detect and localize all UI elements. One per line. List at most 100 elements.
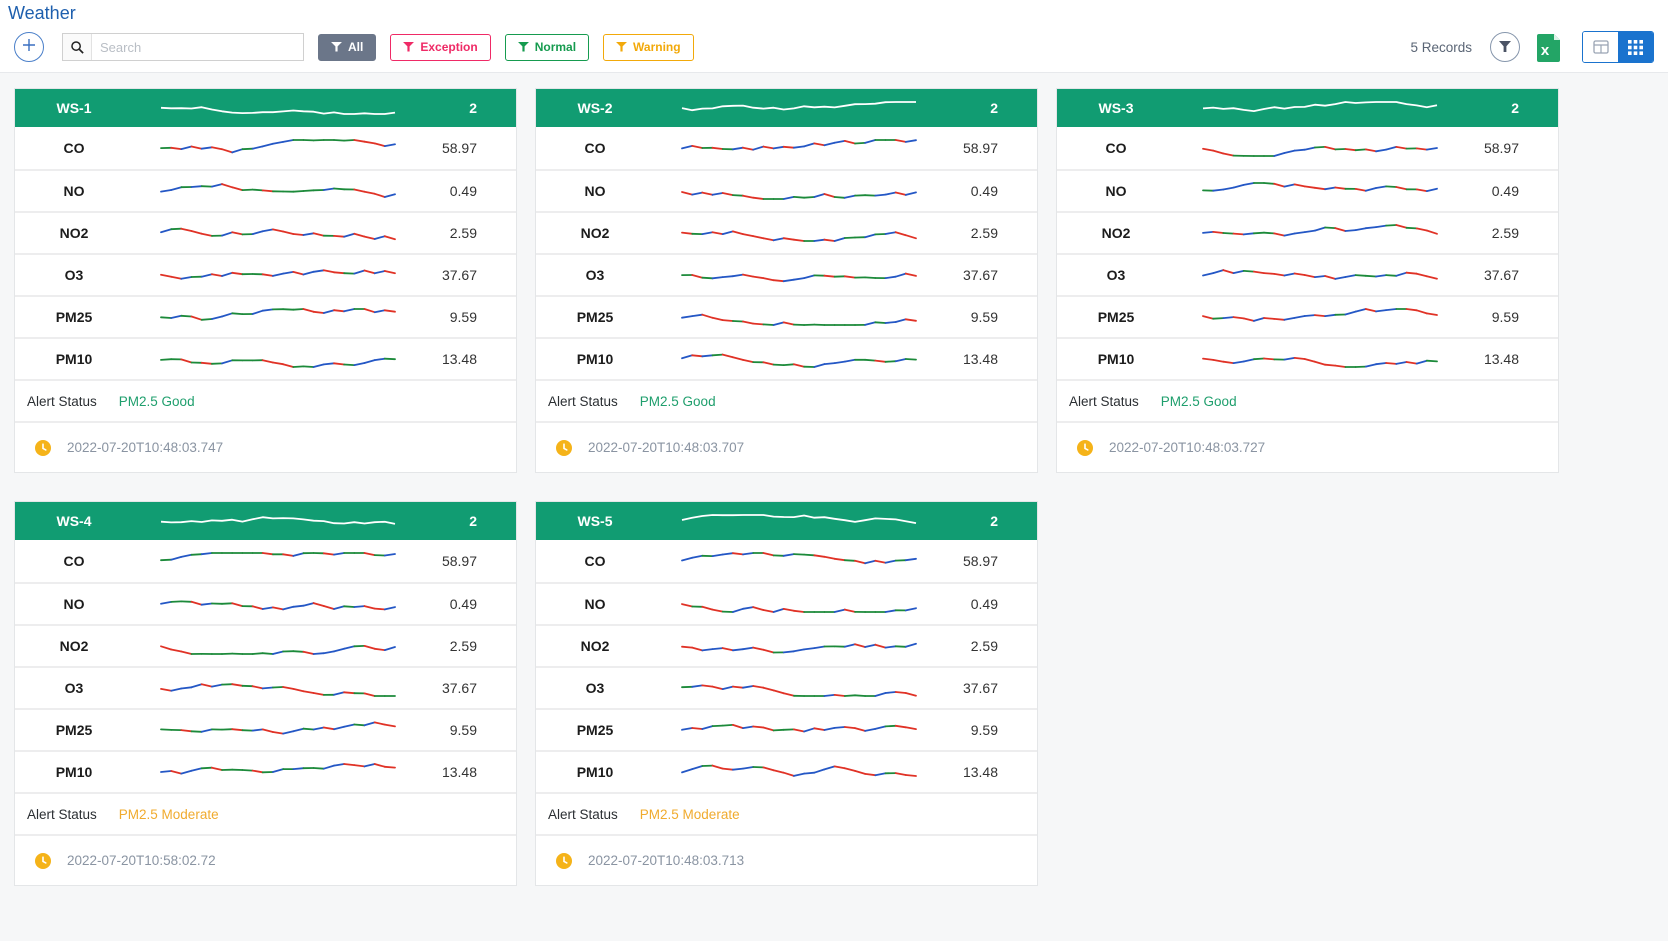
metric-value: 13.48 <box>918 764 1048 780</box>
metric-sparkline <box>133 223 397 243</box>
metric-value: 2.59 <box>397 638 527 654</box>
metric-sparkline <box>1175 181 1439 201</box>
metric-value: 9.59 <box>1439 309 1569 325</box>
filter-warning-button[interactable]: Warning <box>603 34 694 61</box>
metric-value: 58.97 <box>1439 140 1569 156</box>
metric-sparkline <box>654 594 918 614</box>
alert-status-row: Alert Status PM2.5 Good <box>15 379 516 421</box>
metric-label: NO <box>536 183 654 199</box>
metric-label: NO2 <box>536 638 654 654</box>
alert-count: 2 <box>397 513 527 529</box>
timestamp-row: 2022-07-20T10:48:03.713 <box>536 834 1037 885</box>
metric-row: NO0.49 <box>1057 169 1558 211</box>
metric-row: NO0.49 <box>536 582 1037 624</box>
excel-icon: x <box>1537 33 1562 62</box>
view-toggle <box>1582 31 1654 63</box>
metric-row: CO58.97 <box>1057 127 1558 169</box>
alert-status-value: PM2.5 Good <box>640 394 716 409</box>
clock-icon <box>35 440 51 456</box>
card-header: WS-5 2 <box>536 502 1037 540</box>
timestamp: 2022-07-20T10:48:03.713 <box>588 853 744 868</box>
metric-row: O337.67 <box>15 253 516 295</box>
metric-sparkline <box>1175 265 1439 285</box>
metric-label: CO <box>15 140 133 156</box>
metric-sparkline <box>654 762 918 782</box>
metric-row: NO22.59 <box>15 624 516 666</box>
metric-label: NO <box>15 183 133 199</box>
metric-label: NO <box>1057 183 1175 199</box>
svg-text:x: x <box>1541 42 1550 59</box>
add-button[interactable] <box>14 32 44 62</box>
toolbar: All Exception Normal Warning 5 Records x <box>0 24 1668 72</box>
search-input[interactable] <box>92 34 303 60</box>
metric-row: PM1013.48 <box>15 337 516 379</box>
table-view-button[interactable] <box>1583 32 1618 62</box>
header-sparkline <box>1175 100 1439 116</box>
filter-normal-button[interactable]: Normal <box>505 34 589 61</box>
metric-row: PM259.59 <box>536 708 1037 750</box>
metric-value: 13.48 <box>397 351 527 367</box>
card-header: WS-2 2 <box>536 89 1037 127</box>
station-card: WS-2 2 CO58.97NO0.49NO22.59O337.67PM259.… <box>535 88 1038 473</box>
table-view-icon <box>1593 40 1609 54</box>
metric-value: 58.97 <box>918 553 1048 569</box>
metric-value: 2.59 <box>918 225 1048 241</box>
clock-icon <box>556 853 572 869</box>
metric-sparkline <box>654 265 918 285</box>
metric-label: O3 <box>536 680 654 696</box>
alert-status-row: Alert Status PM2.5 Moderate <box>536 792 1037 834</box>
metric-label: PM25 <box>15 722 133 738</box>
metric-row: CO58.97 <box>15 540 516 582</box>
timestamp: 2022-07-20T10:48:03.707 <box>588 440 744 455</box>
metric-sparkline <box>1175 349 1439 369</box>
metric-rows: CO58.97NO0.49NO22.59O337.67PM259.59PM101… <box>15 540 516 792</box>
timestamp: 2022-07-20T10:48:03.727 <box>1109 440 1265 455</box>
metric-sparkline <box>133 636 397 656</box>
metric-row: NO22.59 <box>536 211 1037 253</box>
metric-label: NO <box>536 596 654 612</box>
alert-count: 2 <box>397 100 527 116</box>
metric-label: NO2 <box>15 638 133 654</box>
metric-row: NO22.59 <box>536 624 1037 666</box>
alert-status-label: Alert Status <box>27 807 97 822</box>
header-sparkline <box>133 513 397 529</box>
metric-sparkline <box>1175 138 1439 158</box>
metric-row: O337.67 <box>536 253 1037 295</box>
metric-row: NO0.49 <box>15 582 516 624</box>
metric-rows: CO58.97NO0.49NO22.59O337.67PM259.59PM101… <box>1057 127 1558 379</box>
metric-label: PM10 <box>15 764 133 780</box>
metric-label: PM25 <box>536 722 654 738</box>
header-sparkline <box>654 100 918 116</box>
alert-status-label: Alert Status <box>548 394 618 409</box>
metric-value: 58.97 <box>397 140 527 156</box>
station-name: WS-5 <box>536 513 654 529</box>
alert-status-value: PM2.5 Moderate <box>119 807 219 822</box>
metric-label: NO <box>15 596 133 612</box>
metric-row: CO58.97 <box>536 540 1037 582</box>
filter-exception-button[interactable]: Exception <box>390 34 490 61</box>
metric-value: 2.59 <box>1439 225 1569 241</box>
alert-status-row: Alert Status PM2.5 Moderate <box>15 792 516 834</box>
filter-all-button[interactable]: All <box>318 34 376 61</box>
metric-sparkline <box>1175 223 1439 243</box>
metric-sparkline <box>133 307 397 327</box>
card-header: WS-1 2 <box>15 89 516 127</box>
excel-export-button[interactable]: x <box>1537 33 1562 62</box>
records-count: 5 Records <box>1410 40 1472 55</box>
metric-row: PM259.59 <box>1057 295 1558 337</box>
metric-value: 13.48 <box>1439 351 1569 367</box>
grid-view-button[interactable] <box>1618 32 1653 62</box>
station-card: WS-4 2 CO58.97NO0.49NO22.59O337.67PM259.… <box>14 501 517 886</box>
metric-rows: CO58.97NO0.49NO22.59O337.67PM259.59PM101… <box>15 127 516 379</box>
metric-sparkline <box>133 720 397 740</box>
metric-value: 37.67 <box>397 680 527 696</box>
alert-status-label: Alert Status <box>548 807 618 822</box>
metric-value: 9.59 <box>397 722 527 738</box>
station-card: WS-1 2 CO58.97NO0.49NO22.59O337.67PM259.… <box>14 88 517 473</box>
metric-value: 9.59 <box>918 722 1048 738</box>
filter-menu-button[interactable] <box>1490 32 1520 62</box>
metric-label: PM25 <box>15 309 133 325</box>
metric-value: 13.48 <box>918 351 1048 367</box>
metric-value: 0.49 <box>918 183 1048 199</box>
metric-value: 0.49 <box>397 183 527 199</box>
